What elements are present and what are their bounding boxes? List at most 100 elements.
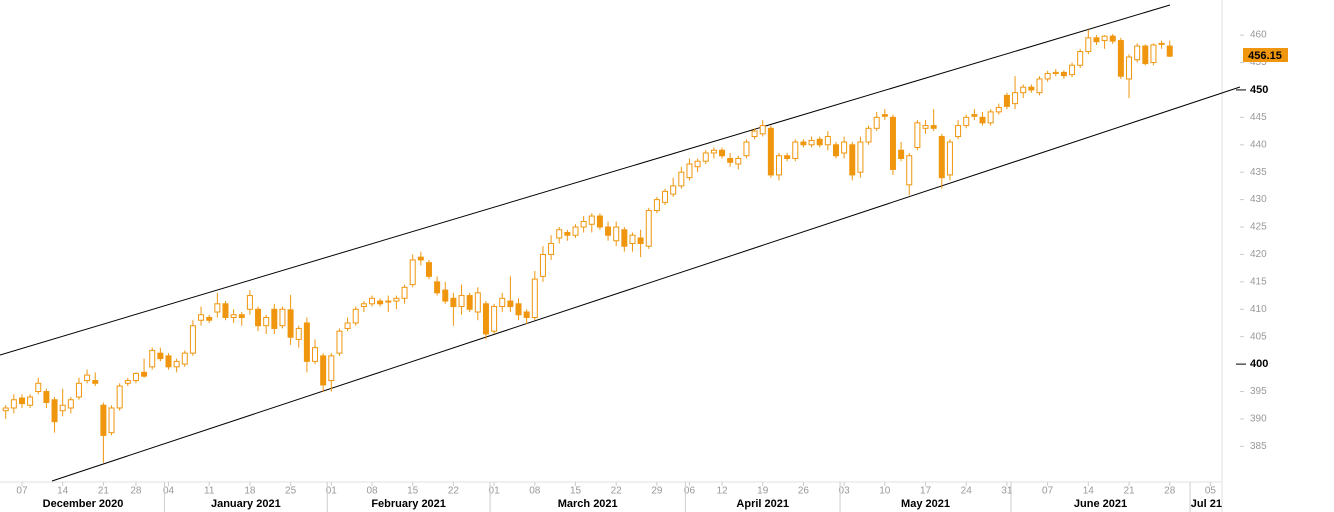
- candle-body: [59, 404, 66, 412]
- candle-body: [678, 171, 685, 187]
- x-tick-label: 28: [1164, 486, 1176, 497]
- candle-body: [279, 308, 286, 327]
- candle-body: [385, 300, 392, 303]
- x-tick-label: 18: [244, 486, 256, 497]
- candle-body: [751, 130, 758, 138]
- candle-body: [206, 316, 213, 321]
- candle-body: [18, 397, 25, 405]
- x-tick-label: 08: [529, 486, 541, 497]
- candle-body: [181, 352, 188, 365]
- candle-body: [409, 259, 416, 286]
- candle-body: [100, 404, 107, 436]
- x-tick-label: 15: [570, 486, 582, 497]
- y-tick-label: 385: [1250, 441, 1267, 452]
- candle-body: [759, 125, 766, 135]
- candle-body: [1150, 44, 1157, 64]
- y-tick-label: 405: [1250, 331, 1267, 342]
- candle-body: [596, 215, 603, 228]
- candle-body: [149, 349, 156, 368]
- candle-body: [10, 399, 17, 409]
- candle-body: [222, 303, 229, 318]
- candle-body: [938, 136, 945, 179]
- candle-body: [971, 114, 978, 117]
- candle-body: [230, 314, 237, 318]
- candle-body: [141, 371, 148, 377]
- candle-body: [824, 136, 831, 146]
- candle-body: [1134, 45, 1141, 61]
- candle-body: [531, 278, 538, 318]
- candle-body: [898, 149, 905, 159]
- candles: [2, 29, 1173, 463]
- candle-body: [694, 160, 701, 168]
- candle-body: [255, 308, 262, 327]
- y-tick-label: 440: [1250, 139, 1267, 150]
- y-tick-label: 460: [1250, 30, 1267, 41]
- x-tick-label: 22: [448, 486, 460, 497]
- candle-body: [987, 111, 994, 124]
- candle-body: [312, 347, 319, 362]
- month-label: May 2021: [901, 498, 950, 510]
- candle-body: [442, 289, 449, 302]
- candle-body: [841, 141, 848, 154]
- candle-body: [621, 229, 628, 247]
- candle-body: [523, 311, 530, 318]
- candle-body: [979, 116, 986, 124]
- candle-body: [1020, 86, 1027, 94]
- candle-body: [1093, 37, 1100, 43]
- candle-body: [849, 144, 856, 176]
- candle-body: [173, 360, 180, 368]
- candle-body: [767, 127, 774, 176]
- candle-body: [84, 374, 91, 382]
- candle-body: [808, 139, 815, 146]
- x-tick-label: 07: [16, 486, 28, 497]
- candle-body: [450, 297, 457, 308]
- candle-body: [1117, 40, 1124, 77]
- candle-body: [417, 256, 424, 261]
- candle-body: [556, 229, 563, 239]
- candle-body: [539, 253, 546, 277]
- candle-body: [132, 372, 139, 382]
- candle-body: [360, 303, 367, 308]
- candle-body: [515, 303, 522, 316]
- lower-channel-line: [51, 86, 1241, 482]
- candle-body: [686, 163, 693, 179]
- y-tick-label: 420: [1250, 249, 1267, 260]
- candle-body: [507, 300, 514, 308]
- y-tick-label: 445: [1250, 112, 1267, 123]
- candle-body: [605, 226, 612, 236]
- candle-body: [246, 295, 253, 310]
- upper-channel-line: [0, 4, 1171, 356]
- y-tick-label: 415: [1250, 276, 1267, 287]
- candle-body: [548, 242, 555, 255]
- candle-body: [564, 232, 571, 236]
- candle-body: [1142, 45, 1149, 65]
- last-price-label: 456.15: [1248, 50, 1282, 62]
- candle-body: [613, 226, 620, 242]
- candle-body: [857, 141, 864, 173]
- candle-body: [198, 314, 205, 321]
- candle-body: [1044, 72, 1051, 80]
- candle-body: [719, 149, 726, 157]
- candle-body: [1012, 92, 1019, 105]
- candle-body: [735, 157, 742, 165]
- candle-body: [1003, 94, 1010, 107]
- x-tick-label: 17: [920, 486, 932, 497]
- candle-body: [995, 106, 1002, 113]
- candle-body: [157, 352, 164, 360]
- candle-body: [458, 295, 465, 308]
- candle-body: [116, 385, 123, 409]
- y-tick-label: 390: [1250, 414, 1267, 425]
- x-tick-label: 08: [366, 486, 378, 497]
- candle-body: [1028, 86, 1035, 91]
- candle-body: [108, 407, 115, 434]
- x-tick-label: 06: [684, 486, 696, 497]
- month-label: December 2020: [43, 498, 124, 510]
- y-tick-label: 430: [1250, 194, 1267, 205]
- candle-body: [1101, 35, 1108, 42]
- x-tick-label: 21: [98, 486, 110, 497]
- x-tick-label: 24: [961, 486, 973, 497]
- month-label: April 2021: [736, 498, 789, 510]
- candle-body: [271, 308, 278, 329]
- candle-body: [889, 116, 896, 170]
